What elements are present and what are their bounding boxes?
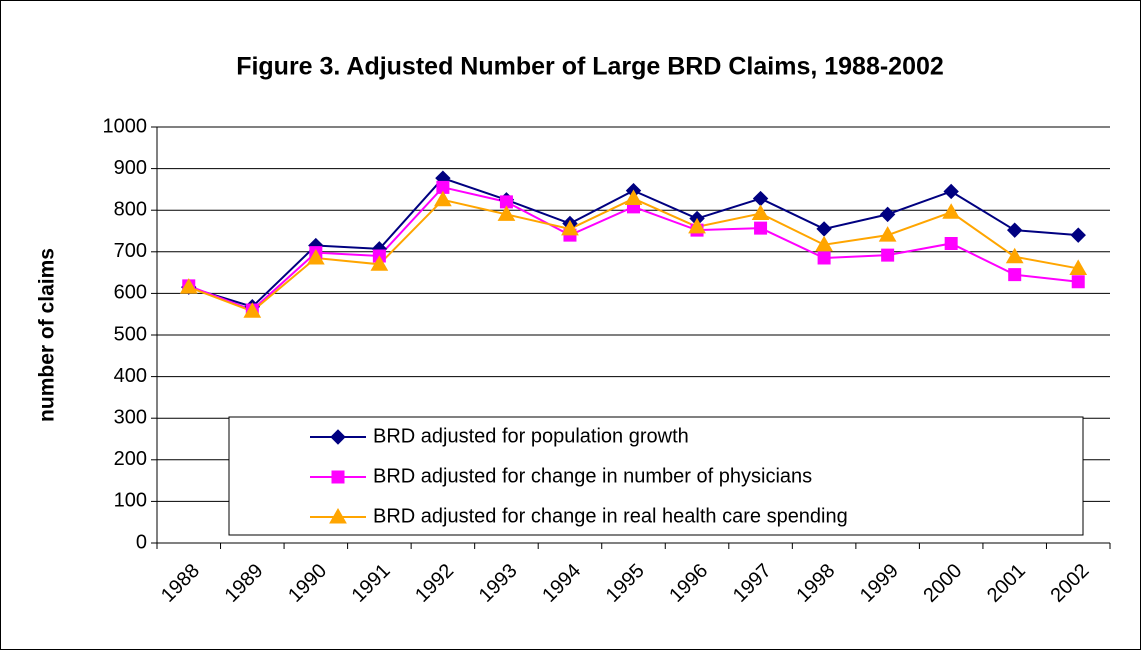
marker — [370, 255, 389, 271]
marker — [751, 204, 770, 221]
legend-label: BRD adjusted for change in number of phy… — [373, 465, 812, 487]
marker — [878, 226, 897, 242]
y-tick-label: 600 — [114, 282, 147, 304]
legend-marker — [330, 429, 346, 445]
marker — [1071, 275, 1085, 289]
y-tick-label: 400 — [114, 365, 147, 387]
marker — [943, 183, 959, 200]
marker — [688, 217, 706, 234]
y-axis-label: number of claims — [36, 248, 59, 422]
marker — [1069, 259, 1088, 275]
marker — [561, 219, 579, 236]
y-tick-label: 700 — [114, 240, 147, 262]
legend-box — [228, 416, 1084, 536]
marker — [306, 249, 325, 265]
y-tick-label: 200 — [114, 448, 147, 470]
chart-title: Figure 3. Adjusted Number of Large BRD C… — [236, 53, 944, 81]
y-tick-label: 800 — [114, 198, 147, 220]
legend-marker — [329, 507, 347, 524]
marker — [497, 205, 516, 221]
marker — [243, 302, 262, 318]
legend-label: BRD adjusted for population growth — [373, 425, 689, 447]
marker — [944, 236, 958, 250]
marker — [1006, 222, 1023, 238]
marker — [1008, 268, 1022, 282]
marker — [817, 251, 831, 265]
y-tick-label: 100 — [114, 490, 147, 512]
marker — [1005, 247, 1024, 264]
marker — [815, 235, 833, 252]
y-tick-label: 300 — [114, 406, 147, 428]
marker — [624, 189, 643, 206]
marker — [879, 206, 896, 223]
y-tick-label: 500 — [114, 323, 147, 345]
marker — [436, 180, 450, 194]
marker — [881, 248, 895, 262]
legend-marker — [331, 470, 345, 484]
marker — [942, 203, 961, 219]
y-tick-label: 1000 — [103, 115, 148, 137]
marker — [499, 195, 513, 209]
y-tick-label: 900 — [114, 157, 147, 179]
marker — [179, 278, 198, 294]
marker — [434, 190, 452, 207]
y-tick-label: 0 — [136, 531, 147, 553]
legend-label: BRD adjusted for change in real health c… — [373, 505, 848, 527]
marker — [754, 221, 768, 235]
marker — [1070, 227, 1086, 243]
